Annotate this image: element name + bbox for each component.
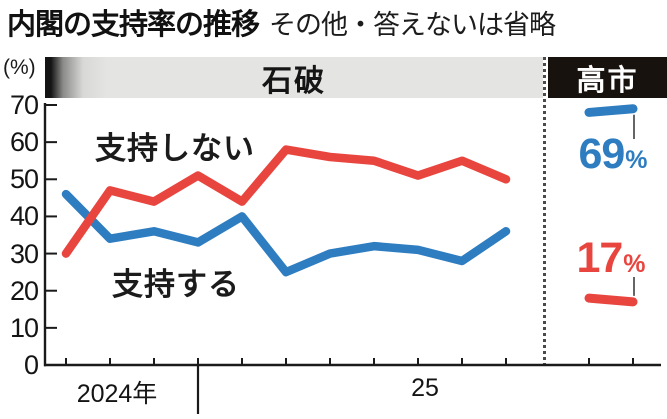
takaichi-approve-value: 69%	[576, 133, 650, 176]
y-tick-label-50: 50	[9, 164, 39, 194]
chart-note: その他・答えないは省略	[269, 10, 556, 40]
x-axis-label-25: 25	[411, 374, 439, 402]
x-axis-label-2024: 2024年	[76, 380, 158, 408]
y-tick-label-30: 30	[9, 239, 39, 269]
y-tick-label-40: 40	[9, 201, 39, 231]
takaichi-disapprove-number: 17	[576, 234, 623, 282]
period-band-takaichi: 高市	[548, 57, 667, 98]
takaichi-approve-percent-sign: %	[625, 146, 648, 174]
y-tick-label-70: 70	[9, 90, 39, 120]
chart-header: 内閣の支持率の推移 その他・答えないは省略	[7, 1, 556, 43]
takaichi-approve-number: 69	[578, 130, 625, 178]
period-label-takaichi: 高市	[576, 64, 639, 97]
y-tick-label-0: 0	[23, 350, 39, 380]
takaichi-disapprove-percent-sign: %	[623, 250, 646, 278]
series-label-disapprove: 支持しない	[95, 131, 255, 166]
y-tick-label-60: 60	[9, 127, 39, 157]
period-label-ishiba: 石破	[262, 64, 326, 98]
page-title: 内閣の支持率の推移	[7, 9, 260, 41]
y-tick-label-20: 20	[9, 276, 39, 306]
takaichi-disapprove-value: 17%	[574, 237, 648, 280]
series-label-approve: 支持する	[112, 267, 240, 302]
y-tick-label-10: 10	[9, 313, 39, 343]
y-axis-unit-label: (%)	[3, 56, 36, 79]
period-divider-dotted-line	[543, 57, 546, 366]
period-band-ishiba: 石破	[45, 57, 543, 98]
